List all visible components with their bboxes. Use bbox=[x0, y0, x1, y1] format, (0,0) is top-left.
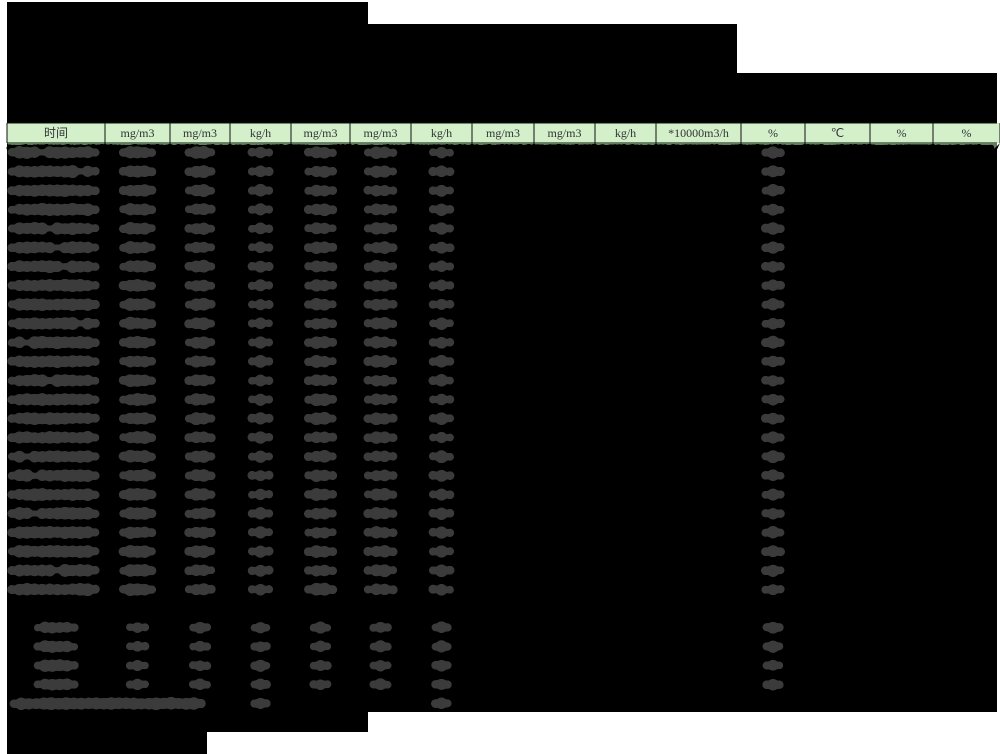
svg-text:mg/m3: mg/m3 bbox=[183, 126, 217, 140]
svg-text:mg/m3: mg/m3 bbox=[120, 126, 154, 140]
svg-text:%: % bbox=[962, 126, 972, 140]
svg-text:kg/h: kg/h bbox=[431, 126, 452, 140]
svg-text:时间: 时间 bbox=[44, 126, 68, 140]
svg-text:mg/m3: mg/m3 bbox=[363, 126, 397, 140]
svg-text:mg/m3: mg/m3 bbox=[303, 126, 337, 140]
svg-text:℃: ℃ bbox=[831, 126, 844, 140]
svg-text:%: % bbox=[768, 126, 778, 140]
svg-text:*10000m3/h: *10000m3/h bbox=[668, 126, 729, 140]
svg-text:kg/h: kg/h bbox=[250, 126, 271, 140]
svg-text:%: % bbox=[897, 126, 907, 140]
svg-text:mg/m3: mg/m3 bbox=[486, 126, 520, 140]
svg-text:mg/m3: mg/m3 bbox=[547, 126, 581, 140]
svg-text:kg/h: kg/h bbox=[615, 126, 636, 140]
